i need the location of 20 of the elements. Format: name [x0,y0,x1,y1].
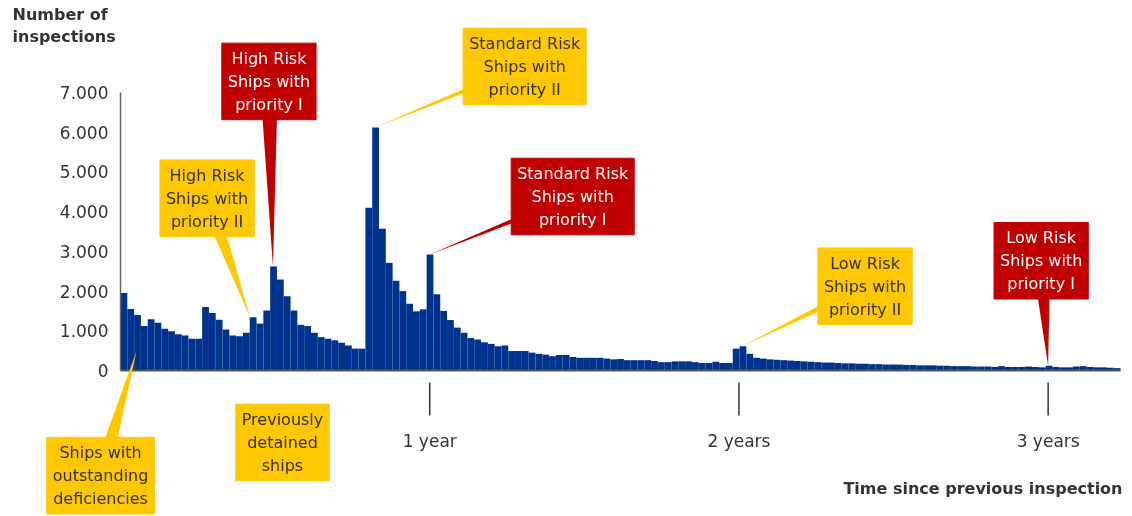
annotation: Standard Risk Ships with priority II [469,34,581,99]
x-tick-label: 2 years [707,430,771,451]
annotation: Low Risk Ships with priority I [1000,228,1083,294]
x-tick-label: 1 year [402,430,457,451]
annotation: Ships with outstanding deficiencies [52,443,149,508]
y-tick-label: 0 [97,361,109,381]
y-tick-label: 3.000 [59,241,109,262]
x-axis-title: Time since previous inspection [843,479,1123,498]
y-tick-label: 4.000 [59,202,109,223]
y-tick-label: 5.000 [59,162,109,183]
x-tick-label: 3 years [1016,430,1080,451]
annotation: Standard Risk Ships with priority I [517,164,629,229]
annotation: High Risk Ships with priority I [227,49,311,114]
text: Previously detained ships [241,410,324,475]
y-axis-title: Number of inspections [12,4,116,47]
y-tick-label: 2.000 [59,281,109,302]
y-tick-label: 1.000 [59,321,109,342]
y-tick-label: 6.000 [59,122,109,143]
annotation: Low Risk Ships with priority II [823,253,907,319]
y-tick-label: 7.000 [59,83,109,103]
